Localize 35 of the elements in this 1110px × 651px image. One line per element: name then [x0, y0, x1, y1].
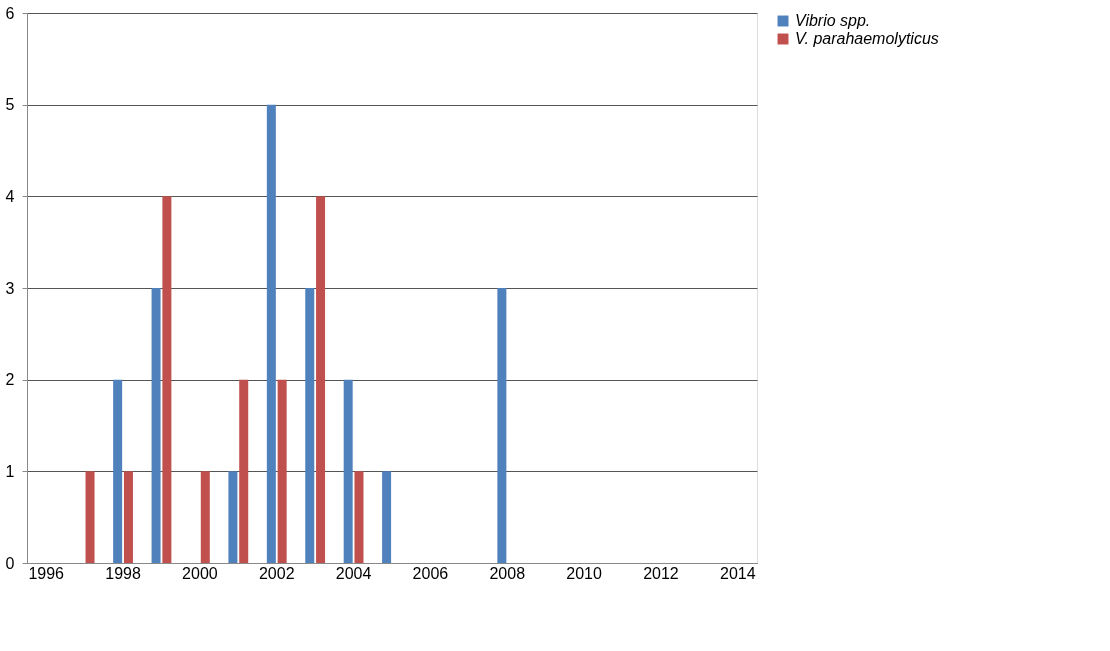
x-tick-label: 1996 [28, 564, 65, 582]
bar [497, 288, 507, 563]
bar [123, 471, 133, 563]
x-tick-label: 2008 [489, 564, 526, 582]
y-tick-label: 1 [5, 462, 15, 480]
bar [239, 379, 249, 563]
x-tick-label: 2002 [258, 564, 295, 582]
x-tick-label: 2006 [412, 564, 449, 582]
bar [85, 471, 95, 563]
y-tick-label: 2 [5, 371, 15, 389]
bar [316, 196, 326, 563]
y-tick-label: 5 [5, 96, 15, 114]
x-tick-label: 1998 [105, 564, 141, 582]
bar [277, 379, 287, 563]
bar [162, 196, 172, 563]
bar [200, 471, 210, 563]
x-tick-label: 2000 [182, 564, 218, 582]
x-tick-label: 2014 [719, 564, 756, 582]
bar [354, 471, 364, 563]
bar [305, 288, 315, 563]
bar [228, 471, 238, 563]
x-tick-label: 2004 [335, 564, 372, 582]
y-tick-label: 4 [5, 187, 15, 205]
x-tick-label: 2012 [643, 564, 679, 582]
legend-label: Vibrio spp. [795, 12, 871, 29]
bar [382, 471, 392, 563]
bar [151, 288, 161, 563]
bar [266, 104, 276, 563]
y-tick-label: 0 [5, 554, 15, 572]
x-tick-label: 2010 [566, 564, 602, 582]
y-tick-label: 3 [5, 279, 15, 297]
legend-label: V. parahaemolyticus [795, 30, 939, 47]
y-tick-label: 6 [5, 4, 15, 22]
bar [113, 379, 123, 563]
bar [343, 379, 353, 563]
